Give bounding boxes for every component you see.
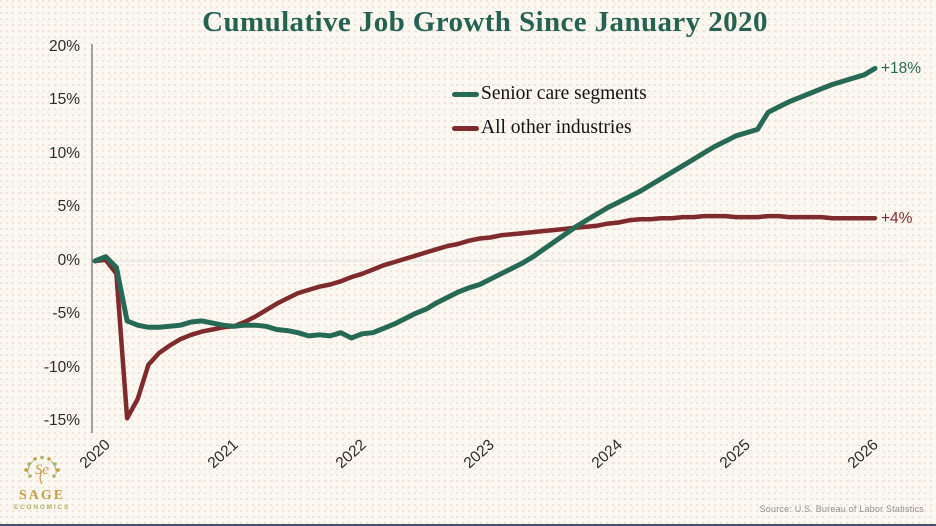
legend-label: All other industries: [481, 117, 632, 138]
logo-subtitle: ECONOMICS: [13, 504, 71, 511]
bottom-divider: [0, 524, 936, 526]
y-tick-0: 0%: [57, 252, 80, 269]
y-tick-10: 10%: [48, 145, 80, 162]
series-line-senior-care-segments: [92, 65, 878, 341]
logo-name: SAGE: [18, 488, 66, 503]
sage-economics-logo: Se SAGE ECONOMICS: [6, 455, 78, 512]
legend-item-all-other: All other industries: [452, 116, 647, 140]
logo-tree-icon: Se: [24, 455, 60, 485]
legend-item-senior-care: Senior care segments: [452, 82, 647, 106]
y-tick-15: 15%: [48, 91, 80, 108]
source-note: Source: U.S. Bureau of Labor Statistics: [759, 504, 924, 514]
chart-title: Cumulative Job Growth Since January 2020: [202, 6, 768, 38]
logo-monogram: Se: [35, 462, 50, 478]
legend-marker-senior-care: [452, 91, 479, 97]
y-tick-neg10: -10%: [43, 359, 80, 376]
y-tick-20: 20%: [48, 38, 80, 55]
end-label-all-other: +4%: [881, 210, 913, 227]
legend-label: Senior care segments: [481, 83, 647, 104]
y-tick-neg5: -5%: [52, 305, 80, 322]
legend: Senior care segments All other industrie…: [452, 82, 647, 150]
series-line-all-other-industries: [92, 213, 878, 421]
legend-marker-all-other: [452, 125, 479, 131]
y-tick-neg15: -15%: [43, 412, 80, 429]
end-label-senior-care: +18%: [881, 60, 922, 77]
y-tick-5: 5%: [57, 198, 80, 215]
